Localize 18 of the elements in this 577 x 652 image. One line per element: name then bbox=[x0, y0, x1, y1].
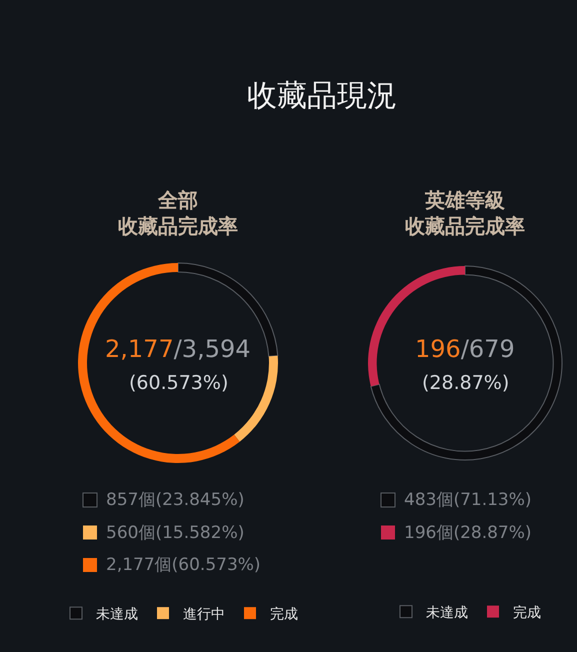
donut-slice bbox=[370, 266, 562, 460]
text: 196個(28.87%) bbox=[404, 523, 532, 543]
text: (28.87%) bbox=[422, 372, 510, 394]
text: 2,177/3,594 bbox=[105, 335, 251, 363]
legend-label: 進行中 bbox=[183, 606, 225, 623]
text: 857個(23.845%) bbox=[106, 490, 244, 510]
legend-label: 未達成 bbox=[426, 605, 468, 622]
chart-title: 收藏品現況 bbox=[247, 78, 397, 114]
text: 483個(71.13%) bbox=[404, 490, 532, 510]
chart-subtitle: 全部收藏品完成率 bbox=[118, 188, 238, 238]
text: 2,177個(60.573%) bbox=[106, 555, 261, 575]
legend-label: 完成 bbox=[513, 605, 541, 622]
chart-subtitle: 英雄等級收藏品完成率 bbox=[405, 188, 525, 238]
text: (60.573%) bbox=[129, 372, 228, 394]
text: 196/679 bbox=[415, 335, 515, 363]
legend-label: 未達成 bbox=[96, 606, 138, 623]
text: 560個(15.582%) bbox=[106, 523, 244, 543]
legend-label: 完成 bbox=[270, 606, 298, 623]
